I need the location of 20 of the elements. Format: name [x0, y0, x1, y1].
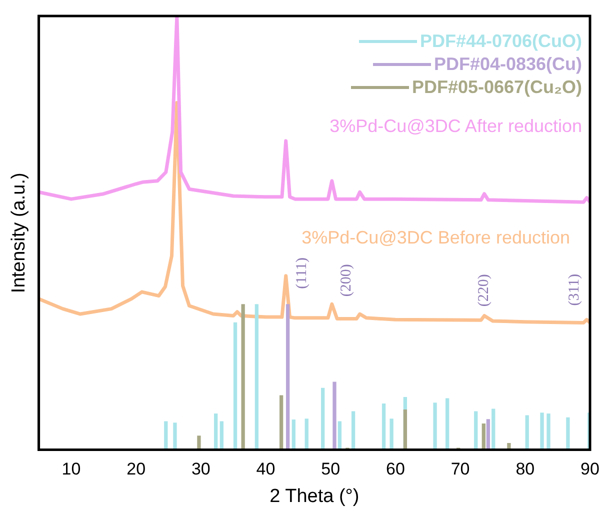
- x-tick-label: 20: [126, 460, 146, 479]
- series-label: 3%Pd-Cu@3DC Before reduction: [302, 228, 570, 248]
- x-tick-label: 50: [321, 460, 340, 479]
- x-tick-label: 40: [256, 460, 276, 479]
- annotation: (111): [294, 257, 310, 289]
- legend-label: PDF#05-0667(Cu₂O): [412, 76, 582, 99]
- x-tick-label: 10: [62, 460, 81, 479]
- legend-label: PDF#04-0836(Cu): [434, 53, 582, 76]
- x-axis-title: 2 Theta (°): [270, 486, 360, 507]
- text: 3%Pd-Cu@3DC After reduction: [330, 116, 582, 136]
- y-axis-title: Intensity (a.u.): [8, 172, 30, 294]
- annotation: (220): [476, 274, 492, 307]
- annotation: (311): [566, 274, 583, 306]
- x-tick-label: 60: [386, 460, 405, 479]
- legend-label: PDF#44-0706(CuO): [420, 30, 582, 53]
- x-tick-label: 30: [191, 460, 210, 479]
- x-tick-label: 70: [450, 460, 470, 479]
- annotation: (200): [338, 264, 354, 297]
- x-tick-label: 80: [516, 460, 535, 479]
- x-tick-label: 90: [580, 460, 600, 479]
